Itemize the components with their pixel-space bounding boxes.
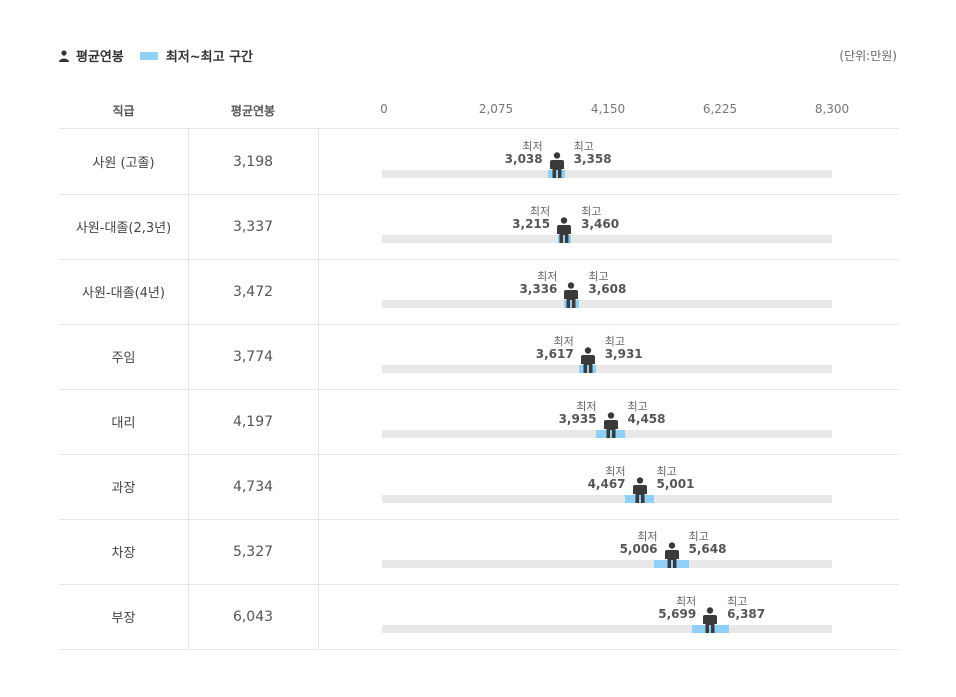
avg-salary-cell: 3,774 xyxy=(188,324,319,389)
person-icon xyxy=(580,347,595,373)
axis-tick-label: 2,075 xyxy=(478,102,514,116)
range-bar xyxy=(625,495,654,503)
min-value-label: 3,038 xyxy=(504,152,543,166)
range-bar xyxy=(564,300,579,308)
rank-cell: 대리 xyxy=(59,389,189,454)
avg-salary-cell: 3,337 xyxy=(188,194,319,259)
range-bar xyxy=(579,365,597,373)
max-value-label: 5,648 xyxy=(688,542,727,556)
min-caption: 최저 xyxy=(576,400,597,413)
max-caption: 최고 xyxy=(581,205,602,218)
rank-cell: 부장 xyxy=(59,584,189,649)
min-caption: 최저 xyxy=(605,465,626,478)
range-bar xyxy=(557,235,571,243)
min-caption: 최저 xyxy=(522,140,543,153)
person-icon xyxy=(59,49,69,62)
person-icon xyxy=(703,607,718,633)
max-caption: 최고 xyxy=(588,270,609,283)
range-track xyxy=(382,625,832,633)
avg-salary-cell: 4,734 xyxy=(188,454,319,519)
max-value-label: 6,387 xyxy=(727,607,766,621)
min-value-label: 5,006 xyxy=(619,542,658,556)
person-icon xyxy=(664,542,679,568)
rank-cell: 차장 xyxy=(59,519,189,584)
table-row: 사원-대졸(2,3년) 3,337 xyxy=(59,194,899,260)
person-icon xyxy=(603,412,618,438)
max-caption: 최고 xyxy=(627,400,648,413)
max-value-label: 3,358 xyxy=(573,152,612,166)
person-icon xyxy=(564,282,579,308)
person-icon xyxy=(632,477,647,503)
min-value-label: 3,215 xyxy=(512,217,551,231)
min-value-label: 5,699 xyxy=(658,607,697,621)
range-track xyxy=(382,495,832,503)
min-caption: 최저 xyxy=(537,270,558,283)
rank-cell: 사원-대졸(2,3년) xyxy=(59,194,189,259)
table-row: 주임 3,774 xyxy=(59,324,899,390)
max-caption: 최고 xyxy=(688,530,709,543)
axis-tick-label: 4,150 xyxy=(590,102,626,116)
rank-cell: 주임 xyxy=(59,324,189,389)
table-row: 대리 4,197 xyxy=(59,389,899,455)
range-bar xyxy=(547,170,566,178)
header-rank: 직급 xyxy=(112,104,135,118)
range-track xyxy=(382,365,832,373)
min-caption: 최저 xyxy=(675,595,697,608)
min-value-label: 4,467 xyxy=(587,477,626,491)
min-caption: 최저 xyxy=(529,205,551,218)
range-bar xyxy=(691,625,729,633)
range-track xyxy=(382,170,832,178)
table-row: 부장 6,043 xyxy=(59,584,899,650)
max-caption: 최고 xyxy=(573,140,594,153)
avg-salary-cell: 4,197 xyxy=(188,389,319,454)
legend-avg: 평균연봉 xyxy=(58,46,124,65)
rank-cell: 과장 xyxy=(59,454,189,519)
table-row: 과장 4,734 xyxy=(59,454,899,520)
max-value-label: 3,608 xyxy=(588,282,627,296)
table-row: 사원 (고졸) 3,198 xyxy=(59,129,899,195)
max-value-label: 3,460 xyxy=(581,217,620,231)
avg-salary-cell: 5,327 xyxy=(188,519,319,584)
unit-label: (단위:만원) xyxy=(839,49,897,63)
max-value-label: 3,931 xyxy=(604,347,643,361)
axis-tick-label: 8,300 xyxy=(814,102,850,116)
header-avg: 평균연봉 xyxy=(230,104,276,118)
table-header: 직급 평균연봉 xyxy=(59,96,899,129)
avg-salary-cell: 3,472 xyxy=(188,259,319,324)
rank-cell: 사원 (고졸) xyxy=(59,129,189,194)
range-bar xyxy=(596,430,625,438)
range-track xyxy=(382,560,832,568)
axis-tick-label: 0 xyxy=(380,102,388,116)
min-value-label: 3,336 xyxy=(519,282,558,296)
avg-salary-cell: 3,198 xyxy=(188,129,319,194)
min-value-label: 3,935 xyxy=(558,412,597,426)
min-caption: 최저 xyxy=(637,530,658,543)
legend-range-swatch xyxy=(139,51,158,60)
max-value-label: 4,458 xyxy=(627,412,666,426)
max-caption: 최고 xyxy=(656,465,677,478)
range-track xyxy=(382,300,832,308)
person-icon xyxy=(557,217,572,243)
legend-range: 최저~최고 구간 xyxy=(139,46,254,65)
min-caption: 최저 xyxy=(553,335,574,348)
max-caption: 최고 xyxy=(727,595,748,608)
rank-cell: 사원-대졸(4년) xyxy=(59,259,189,324)
person-icon xyxy=(549,152,564,178)
min-value-label: 3,617 xyxy=(535,347,574,361)
range-bar xyxy=(654,560,689,568)
legend: 평균연봉 최저~최고 구간 xyxy=(58,46,269,65)
table-row: 차장 5,327 xyxy=(59,519,899,585)
legend-avg-label: 평균연봉 xyxy=(76,50,124,65)
avg-salary-cell: 6,043 xyxy=(188,584,319,649)
max-value-label: 5,001 xyxy=(656,477,695,491)
legend-range-label: 최저~최고 구간 xyxy=(165,50,254,65)
axis-tick-label: 6,225 xyxy=(702,102,738,116)
table-row: 사원-대졸(4년) 3,472 xyxy=(59,259,899,325)
range-track xyxy=(382,235,832,243)
max-caption: 최고 xyxy=(604,335,625,348)
